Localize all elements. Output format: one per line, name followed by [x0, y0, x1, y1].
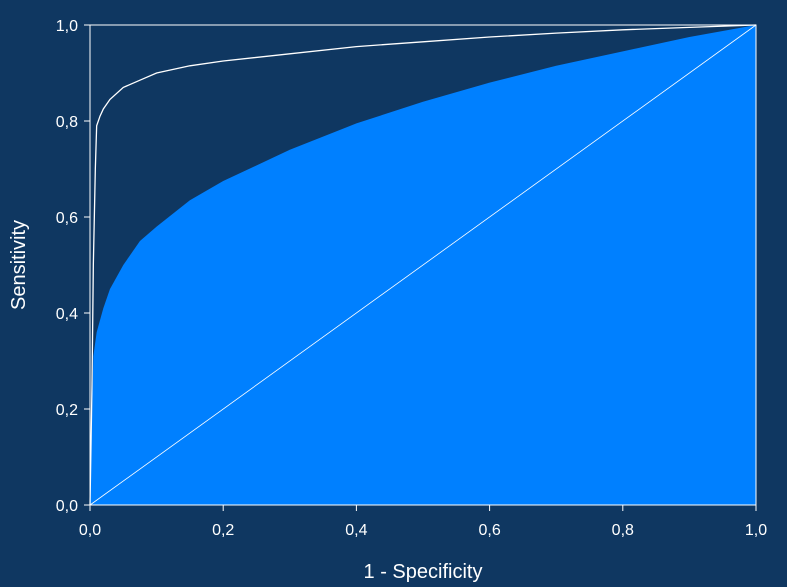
y-tick-label: 0,6	[56, 210, 78, 227]
plot-area	[89, 24, 757, 506]
x-axis-title: 1 - Specificity	[364, 561, 483, 583]
roc-curve-line	[89, 24, 757, 506]
reference-diagonal-line	[89, 24, 757, 506]
x-tick-label: 0,2	[212, 522, 234, 539]
x-tick-label: 1,0	[745, 522, 767, 539]
y-tick-label: 0,0	[56, 498, 78, 515]
y-tick-label: 1,0	[56, 18, 78, 35]
y-tick-label: 0,4	[56, 306, 78, 323]
x-tick-label: 0,4	[345, 522, 367, 539]
y-tick-label: 0,8	[56, 114, 78, 131]
x-tick-label: 0,8	[612, 522, 634, 539]
y-axis-title: Sensitivity	[8, 220, 30, 310]
plot-border	[89, 24, 757, 506]
x-tick-label: 0,6	[478, 522, 500, 539]
axes: 0,0 0,2 0,4 0,6 0,8 1,0 0,0 0,2 0,4 0,6 0,8 1,0	[56, 18, 767, 539]
x-tick-label: 0,0	[79, 522, 101, 539]
y-tick-label: 0,2	[56, 402, 78, 419]
